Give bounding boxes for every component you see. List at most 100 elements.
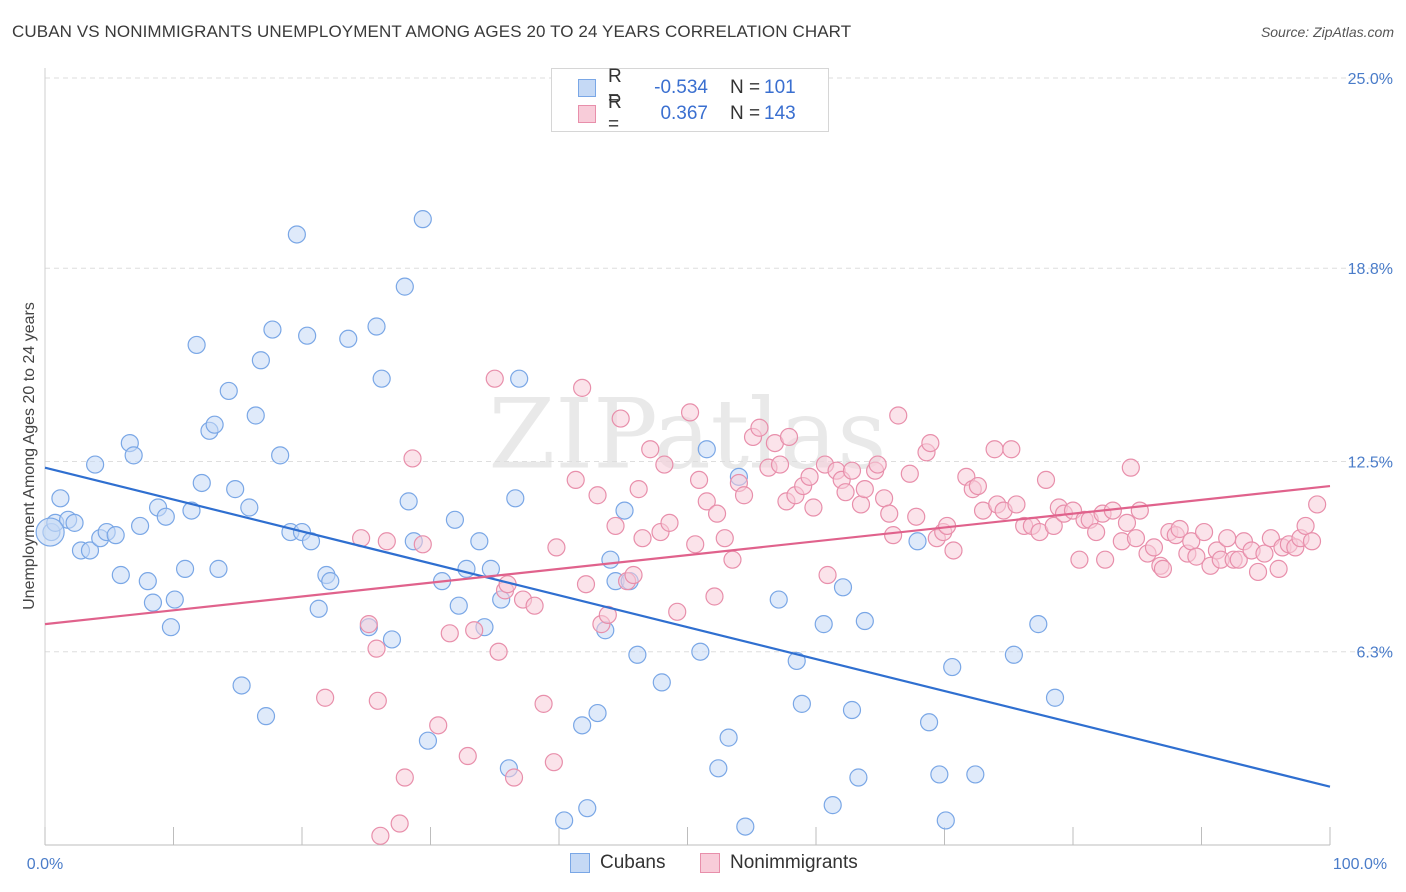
cubans-point	[111, 565, 130, 585]
cubans-point	[849, 768, 868, 787]
cubans-point	[298, 326, 317, 345]
nonimmigrant-point	[1248, 562, 1268, 582]
watermark: ZIPatlas	[489, 379, 887, 491]
nonimmigrants-legend-label: Nonimmigrants	[730, 852, 858, 873]
nonimmigrant-point	[880, 504, 899, 523]
nonimmigrant-point	[1130, 501, 1149, 520]
cubans-point	[691, 642, 710, 661]
nonimmigrant-point	[390, 814, 409, 833]
cubans-point	[209, 559, 228, 578]
nonimmigrant-point	[1117, 513, 1137, 532]
nonimmigrant-point	[1269, 559, 1288, 578]
nonimmigrant-point	[889, 406, 908, 425]
nonimmigrant-point	[1187, 547, 1206, 566]
nonimmigrant-point	[868, 455, 887, 474]
nonimmigrant-point	[534, 694, 553, 713]
cubans-point	[124, 446, 143, 465]
cubans-point	[445, 510, 465, 529]
y-tick-label: 25.0%	[1348, 71, 1393, 88]
cubans-point	[86, 455, 105, 474]
cubans-point	[814, 615, 833, 634]
cubans-point	[615, 501, 634, 520]
y-tick-label: 6.3%	[1357, 645, 1393, 662]
nonimmigrant-point	[465, 621, 484, 640]
nonimmigrant-point	[1070, 550, 1089, 569]
cubans-point	[106, 526, 125, 545]
nonimmigrant-point	[779, 427, 799, 447]
nonimmigrant-point	[395, 768, 414, 787]
cubans-point	[130, 516, 150, 536]
cubans-trend-line	[44, 466, 1331, 788]
cubans-point	[382, 630, 402, 649]
nonimmigrant-point	[660, 513, 679, 532]
nonimmigrants-swatch	[578, 105, 596, 123]
nonimmigrant-point	[371, 826, 390, 845]
nonimmigrant-point	[413, 535, 432, 554]
legend-r-label: R =	[608, 66, 622, 109]
nonimmigrant-point	[770, 455, 790, 474]
nonimmigrant-point	[1255, 544, 1274, 563]
chart-title: CUBAN VS NONIMMIGRANTS UNEMPLOYMENT AMON…	[12, 22, 852, 41]
nonimmigrant-point	[836, 483, 855, 502]
cubans-point	[787, 651, 806, 671]
nonimmigrant-point	[750, 418, 769, 437]
cubans-point	[1004, 645, 1023, 664]
cubans-point	[156, 507, 175, 526]
nonimmigrant-point	[883, 526, 903, 545]
nonimmigrants-trend-line	[44, 484, 1331, 626]
cubans-point	[263, 320, 282, 339]
nonimmigrant-point	[504, 768, 524, 787]
nonimmigrant-point	[576, 575, 596, 594]
cubans-point	[719, 728, 738, 747]
cubans-point	[309, 599, 328, 618]
cubans-point	[372, 369, 391, 388]
nonimmigrant-point	[800, 467, 819, 486]
cubans-point	[930, 765, 949, 784]
nonimmigrant-point	[1144, 538, 1164, 557]
cubans-point	[510, 369, 529, 388]
nonimmigrant-point	[1229, 550, 1248, 569]
cubans-point	[855, 611, 874, 631]
legend-n-value: 143	[764, 103, 796, 124]
cubans-point	[226, 480, 245, 499]
nonimmigrant-point	[1194, 522, 1214, 542]
cubans-point	[588, 703, 607, 723]
nonimmigrant-point	[1121, 458, 1140, 477]
nonimmigrant-point	[855, 480, 874, 499]
nonimmigrant-point	[842, 461, 862, 480]
cubans-point	[232, 676, 251, 695]
cubans-point	[80, 541, 100, 560]
nonimmigrant-point	[403, 449, 422, 468]
series-legend: Cubans Nonimmigrants	[0, 852, 1406, 878]
cubans-legend-label: Cubans	[600, 852, 666, 873]
cubans-point	[966, 765, 985, 784]
nonimmigrant-point	[1044, 516, 1063, 536]
nonimmigrant-point	[624, 565, 643, 585]
nonimmigrant-point	[588, 486, 607, 505]
cubans-point	[919, 713, 939, 732]
cubans-point	[246, 406, 265, 425]
y-tick-label: 18.8%	[1348, 261, 1393, 278]
cubans-swatch	[578, 79, 596, 97]
cubans-point	[792, 694, 811, 713]
nonimmigrant-point	[1296, 516, 1315, 536]
legend-r-label: R =	[608, 92, 622, 135]
nonimmigrant-point	[1218, 529, 1237, 548]
cubans-point	[192, 473, 211, 493]
cubans-point	[578, 799, 597, 818]
cubans-point	[219, 381, 238, 401]
nonimmigrant-point	[544, 753, 563, 772]
nonimmigrant-point	[547, 538, 566, 557]
cubans-point	[697, 440, 716, 459]
nonimmigrant-point	[566, 470, 585, 490]
cubans-point	[256, 707, 276, 726]
cubans-point	[555, 811, 574, 830]
cubans-point	[161, 618, 181, 637]
cubans-point	[271, 446, 290, 465]
cubans-point	[506, 489, 525, 508]
cubans-point	[395, 277, 414, 296]
cubans-point	[833, 578, 853, 597]
nonimmigrant-point	[851, 495, 871, 514]
cubans-point	[413, 210, 432, 229]
nonimmigrant-point	[629, 480, 648, 499]
